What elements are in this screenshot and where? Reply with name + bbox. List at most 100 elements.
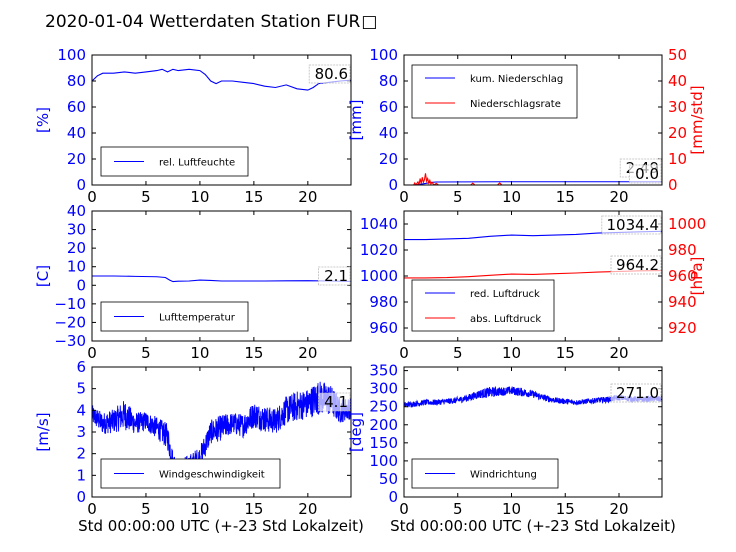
y-tick-label: 50 — [379, 470, 398, 488]
legend-entry-label: red. Luftdruck — [470, 289, 540, 300]
legend: Lufttemperatur — [100, 301, 249, 332]
y-tick-label: 4 — [76, 401, 86, 419]
x-tick-label: 10 — [502, 500, 521, 518]
current-value-label: 4.1 — [324, 393, 348, 411]
y-axis-label: [C] — [34, 265, 52, 287]
y-tick-label: 250 — [369, 398, 398, 416]
panel-windspeed: 0 5 10 15 200123456[m/s]4.1Windgeschwindigke… — [34, 358, 352, 518]
value-box — [601, 215, 662, 235]
figure-title: 2020-01-04 Wetterdaten Station FUR — [45, 12, 361, 32]
y-tick-label: 1020 — [360, 241, 398, 259]
x-tick-label: 20 — [609, 188, 628, 206]
y-tick-label: 60 — [67, 98, 86, 116]
y-tick-label: 0 — [76, 176, 86, 194]
x-tick-label: 0 — [399, 500, 409, 518]
y-axis-label: [m/s] — [34, 412, 52, 451]
x-tick-label: 0 — [399, 344, 409, 362]
legend-entry-label: abs. Luftdruck — [470, 314, 541, 325]
y2-tick-label: 920 — [668, 319, 697, 337]
y-tick-label: 100 — [369, 452, 398, 470]
plot-frame — [403, 366, 663, 498]
y-tick-label: 100 — [369, 46, 398, 64]
y-tick-label: 6 — [76, 358, 86, 376]
y2-tick-label: 50 — [668, 46, 687, 64]
x-tick-label: 0 — [87, 500, 97, 518]
series-line-1 — [92, 68, 351, 91]
y-tick-label: 2 — [76, 445, 86, 463]
y-tick-label: 40 — [67, 124, 86, 142]
y-tick-label: 0 — [388, 488, 398, 506]
x-tick-label: 10 — [190, 188, 209, 206]
x-tick-label: 5 — [141, 188, 151, 206]
current-value-label: 271.0 — [616, 384, 659, 402]
y-tick-label: 1040 — [360, 215, 398, 233]
legend-entry-label: Niederschlagsrate — [470, 99, 561, 110]
x-tick-label: 20 — [609, 500, 628, 518]
y2-tick-label: 10 — [668, 150, 687, 168]
legend: kum. Niederschlag Niederschlagsrate — [411, 64, 578, 119]
x-tick-label: 20 — [609, 344, 628, 362]
value-box — [610, 255, 662, 275]
y2-axis-label: [hPa] — [688, 257, 706, 296]
x-tick-label: 10 — [502, 188, 521, 206]
x-tick-label: 5 — [141, 344, 151, 362]
plot-frame — [91, 210, 352, 342]
x-tick-label: 5 — [453, 344, 463, 362]
current-value-label: 0.0 — [635, 165, 659, 183]
current-value-label: 2.1 — [324, 267, 348, 285]
y-tick-label: −30 — [54, 332, 86, 350]
legend-frame — [411, 64, 578, 119]
y-tick-label: 1 — [76, 466, 86, 484]
x-tick-label: 20 — [298, 188, 317, 206]
y-tick-label: 20 — [67, 239, 86, 257]
y-tick-label: 300 — [369, 380, 398, 398]
x-tick-label: 15 — [244, 344, 263, 362]
x-axis-label-right: Std 00:00:00 UTC (+-23 Std Lokalzeit) — [390, 517, 676, 535]
y-tick-label: 40 — [379, 124, 398, 142]
x-tick-label: 5 — [453, 500, 463, 518]
y2-tick-label: 980 — [668, 241, 697, 259]
y-tick-label: 350 — [369, 362, 398, 380]
y-tick-label: 20 — [379, 150, 398, 168]
x-tick-label: 15 — [556, 500, 575, 518]
y-tick-label: 0 — [388, 176, 398, 194]
title-unknown-glyph: □ — [361, 12, 377, 32]
y-tick-label: 10 — [67, 258, 86, 276]
legend-frame — [411, 279, 555, 332]
y-axis-label: [deg] — [347, 412, 365, 452]
plot-frame — [403, 54, 663, 186]
y-tick-label: 100 — [57, 46, 86, 64]
value-box — [308, 64, 351, 84]
series-line-2 — [404, 173, 662, 185]
panel-humidity: 0 5 10 15 20 0 20 40 60 80 100 [%] 80.6 rel. Luftfeuc… — [34, 46, 352, 206]
x-tick-label: 15 — [244, 500, 263, 518]
x-tick-label: 20 — [298, 500, 317, 518]
y-tick-label: −10 — [54, 295, 86, 313]
y-tick-label: 80 — [379, 72, 398, 90]
x-tick-label: 10 — [190, 344, 209, 362]
figure-title-group: 2020-01-04 Wetterdaten Station FUR □ — [45, 12, 377, 32]
x-tick-label: 0 — [87, 188, 97, 206]
legend: Windrichtung — [411, 458, 559, 489]
y-tick-label: 40 — [67, 202, 86, 220]
series-line-1 — [92, 381, 351, 478]
legend-entry-label: kum. Niederschlag — [470, 74, 563, 85]
value-box — [317, 266, 351, 286]
y-tick-label: 80 — [67, 72, 86, 90]
y-tick-label: 960 — [369, 319, 398, 337]
legend-entry-label: rel. Luftfeuchte — [159, 158, 235, 169]
y-tick-label: 30 — [67, 221, 86, 239]
legend: rel. Luftfeuchte — [100, 146, 249, 177]
y-axis-label: [%] — [34, 107, 52, 133]
y2-tick-label: 20 — [668, 124, 687, 142]
x-tick-label: 0 — [399, 188, 409, 206]
y-tick-label: −20 — [54, 313, 86, 331]
y2-tick-label: 960 — [668, 267, 697, 285]
value-box — [629, 164, 662, 184]
y-tick-label: 150 — [369, 434, 398, 452]
x-tick-label: 5 — [141, 500, 151, 518]
x-tick-label: 10 — [502, 344, 521, 362]
y-axis-label: [mm] — [347, 100, 365, 141]
current-value-label: 964.2 — [616, 256, 659, 274]
